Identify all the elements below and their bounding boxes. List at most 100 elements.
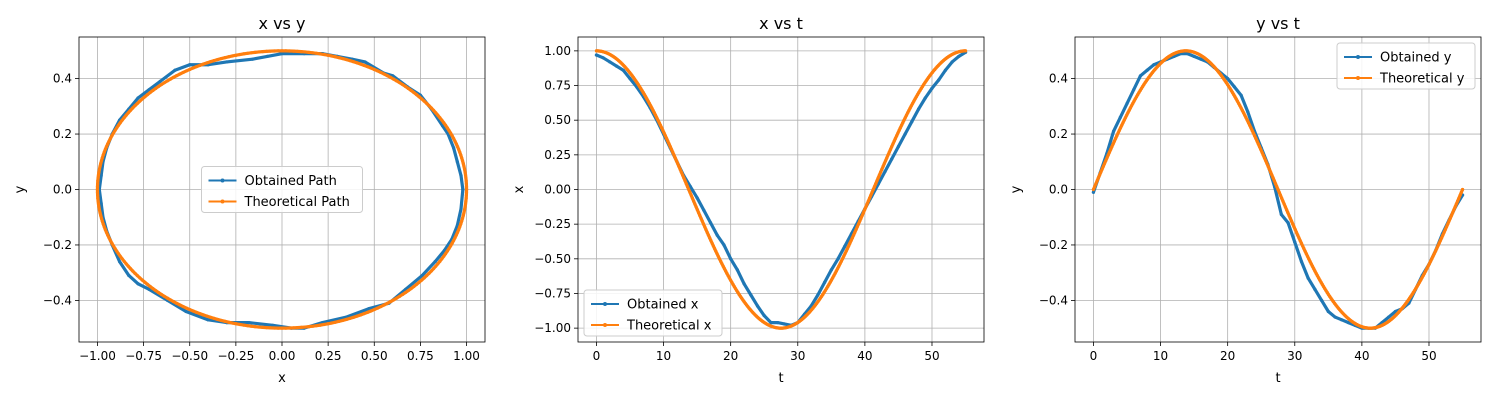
data-point (890, 145, 894, 149)
data-point (99, 159, 104, 163)
data-point (712, 246, 717, 251)
data-point (694, 205, 698, 209)
data-point (455, 230, 460, 234)
data-point (372, 307, 376, 312)
x-tick-label: −0.25 (217, 349, 254, 363)
data-point (400, 82, 405, 87)
data-point (414, 282, 419, 286)
data-point (106, 233, 110, 237)
series-theoretical-y (1091, 49, 1465, 330)
data-point (414, 93, 419, 97)
data-point (188, 63, 192, 67)
data-point (1244, 116, 1248, 120)
data-point (442, 121, 446, 125)
data-point (116, 252, 121, 256)
data-point (658, 123, 663, 127)
data-point (923, 96, 927, 100)
data-point (165, 79, 169, 83)
data-point (1232, 85, 1236, 89)
x-tick-label: 0.25 (315, 349, 342, 363)
data-point (1291, 222, 1295, 226)
data-point (376, 306, 380, 310)
data-point (930, 86, 934, 90)
x-tick-label: 0.50 (361, 349, 388, 363)
legend-marker (220, 199, 225, 204)
data-point (97, 170, 101, 174)
data-point (459, 222, 463, 226)
data-point (131, 106, 135, 110)
data-point (711, 244, 715, 248)
data-point (351, 60, 356, 64)
data-point (706, 233, 711, 237)
data-point (680, 173, 685, 177)
data-point (854, 227, 858, 232)
data-point (594, 53, 599, 57)
legend-label: Theoretical x (626, 319, 712, 334)
data-point (721, 264, 725, 268)
data-point (184, 309, 188, 314)
data-point (212, 316, 216, 320)
data-point (95, 187, 100, 192)
data-point (1246, 121, 1251, 125)
data-point (291, 326, 296, 330)
data-point (191, 66, 195, 70)
data-point (1185, 52, 1189, 56)
data-point (890, 157, 894, 161)
data-point (1126, 111, 1130, 115)
data-point (1425, 267, 1429, 271)
data-point (864, 205, 868, 209)
data-point (388, 300, 393, 304)
data-point (700, 219, 704, 223)
data-point (403, 84, 408, 89)
x-tick-label: 40 (857, 349, 872, 363)
data-point (272, 326, 276, 330)
data-point (614, 64, 619, 68)
data-point (621, 68, 625, 72)
data-point (280, 49, 284, 53)
data-point (379, 304, 383, 309)
data-point (460, 219, 464, 223)
data-point (1091, 190, 1096, 194)
data-point (351, 315, 356, 319)
data-point (673, 156, 677, 160)
data-point (835, 267, 840, 271)
data-point (171, 300, 176, 304)
data-point (156, 84, 161, 89)
data-point (704, 227, 708, 232)
data-point (103, 227, 107, 232)
data-point (451, 136, 456, 141)
data-point (729, 257, 733, 261)
data-point (99, 216, 104, 220)
data-point (836, 257, 840, 261)
data-point (714, 249, 718, 253)
data-point (115, 249, 119, 253)
data-point (674, 159, 679, 163)
data-point (1100, 167, 1104, 171)
legend-label: Obtained y (1380, 51, 1452, 66)
data-point (443, 252, 448, 256)
data-point (1248, 123, 1252, 127)
data-point (1111, 129, 1116, 133)
data-point (427, 104, 431, 108)
data-point (1243, 113, 1247, 117)
data-point (133, 271, 137, 275)
data-point (899, 123, 904, 127)
data-point (280, 326, 284, 330)
data-point (1310, 264, 1315, 268)
data-point (904, 113, 909, 117)
data-point (1098, 173, 1102, 177)
data-point (201, 62, 206, 66)
x-tick-label: 20 (723, 349, 738, 363)
data-point (722, 267, 727, 271)
data-point (461, 187, 465, 192)
data-point (1241, 111, 1246, 115)
data-point (887, 150, 891, 154)
data-point (372, 67, 376, 72)
legend: Obtained x Theoretical x (583, 289, 723, 337)
data-point (159, 82, 164, 87)
data-point (687, 187, 691, 192)
data-point (690, 196, 695, 200)
data-point (1458, 193, 1462, 197)
data-point (650, 106, 654, 110)
data-point (344, 57, 348, 62)
